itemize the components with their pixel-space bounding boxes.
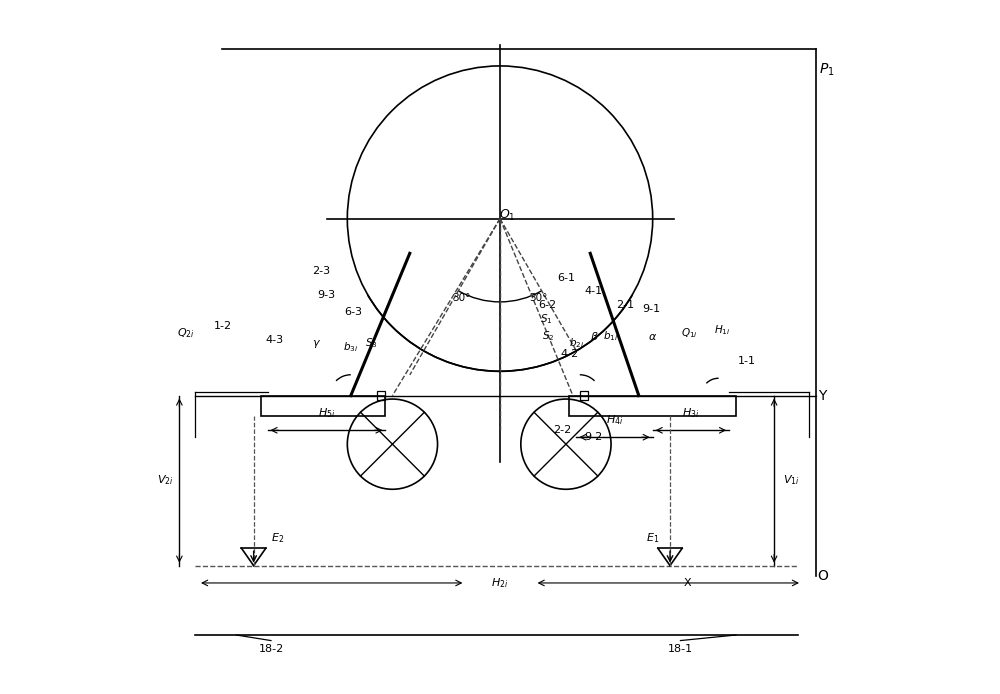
Text: $Q_{1i}$: $Q_{1i}$ xyxy=(681,326,698,340)
Text: 30°: 30° xyxy=(529,294,547,303)
Text: 18-1: 18-1 xyxy=(668,644,693,654)
Text: 6-2: 6-2 xyxy=(538,301,556,310)
Text: 9-1: 9-1 xyxy=(642,304,660,314)
Text: $S_1$: $S_1$ xyxy=(540,312,553,326)
Text: 9-3: 9-3 xyxy=(317,290,336,300)
Text: 18-2: 18-2 xyxy=(258,644,284,654)
Text: X: X xyxy=(684,578,691,588)
Text: $b_{3i}$: $b_{3i}$ xyxy=(343,340,358,354)
Text: $O_1$: $O_1$ xyxy=(499,208,515,223)
Text: $H_{3i}$: $H_{3i}$ xyxy=(682,406,700,420)
Text: $H_{4i}$: $H_{4i}$ xyxy=(606,413,623,427)
Text: $V_{1i}$: $V_{1i}$ xyxy=(783,474,800,487)
Text: $P_1$: $P_1$ xyxy=(819,61,835,78)
Text: $H_{5i}$: $H_{5i}$ xyxy=(318,406,335,420)
Text: 6-1: 6-1 xyxy=(557,273,575,282)
Text: 2-1: 2-1 xyxy=(616,301,634,310)
Text: 4-3: 4-3 xyxy=(265,335,284,345)
Text: $S_3$: $S_3$ xyxy=(365,337,378,350)
Text: $Q_{2i}$: $Q_{2i}$ xyxy=(177,326,195,340)
Text: 30°: 30° xyxy=(453,294,471,303)
Text: $E_1$: $E_1$ xyxy=(646,531,659,545)
Text: $V_{2i}$: $V_{2i}$ xyxy=(157,474,174,487)
Text: 4-2: 4-2 xyxy=(560,349,579,359)
Text: $S_2$: $S_2$ xyxy=(542,330,555,344)
Text: $b_{1i}$: $b_{1i}$ xyxy=(603,330,619,344)
Text: $\beta$: $\beta$ xyxy=(590,330,599,344)
Text: 2-3: 2-3 xyxy=(313,266,331,276)
Text: Y: Y xyxy=(819,389,827,403)
Text: 2-2: 2-2 xyxy=(553,425,572,435)
Text: $E_2$: $E_2$ xyxy=(271,531,285,545)
Text: $H_{2i}$: $H_{2i}$ xyxy=(491,576,509,590)
Text: $\alpha$: $\alpha$ xyxy=(648,332,657,341)
Text: 1-1: 1-1 xyxy=(737,356,755,366)
Text: 4-1: 4-1 xyxy=(585,287,603,296)
Bar xyxy=(580,391,588,400)
Text: $b_{2i}$: $b_{2i}$ xyxy=(569,337,584,350)
Text: O: O xyxy=(817,569,828,583)
Text: $\gamma$: $\gamma$ xyxy=(312,337,321,350)
Text: 1-2: 1-2 xyxy=(213,321,231,331)
Text: 6-3: 6-3 xyxy=(344,307,362,317)
Text: 9-2: 9-2 xyxy=(584,432,602,442)
Bar xyxy=(377,391,385,400)
Text: $H_{1i}$: $H_{1i}$ xyxy=(714,323,730,337)
